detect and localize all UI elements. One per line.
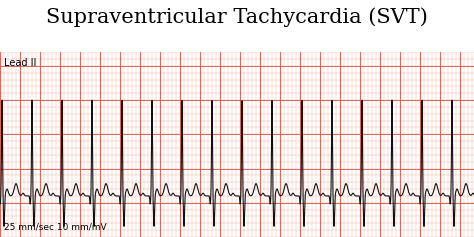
- Text: 25 mm/sec 10 mm/mV: 25 mm/sec 10 mm/mV: [4, 223, 107, 232]
- Text: Lead II: Lead II: [4, 58, 36, 68]
- Text: Supraventricular Tachycardia (SVT): Supraventricular Tachycardia (SVT): [46, 7, 428, 27]
